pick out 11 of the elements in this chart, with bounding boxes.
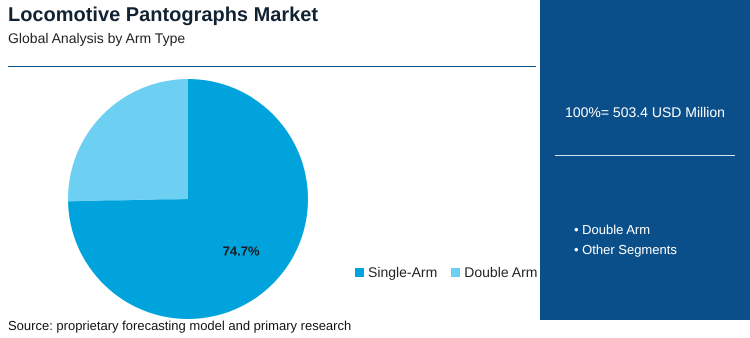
legend-label: Double Arm <box>463 264 538 280</box>
chart-title: Locomotive Pantographs Market <box>8 4 318 27</box>
text: • Double Arm <box>574 222 650 237</box>
pie-slice <box>68 79 308 319</box>
chart-subtitle: Global Analysis by Arm Type <box>8 30 186 46</box>
text: • Other Segments <box>574 242 677 257</box>
source-note: Source: proprietary forecasting model and primary research <box>8 318 352 333</box>
legend-label: Single-Arm <box>367 264 438 280</box>
pie-slice <box>68 79 188 202</box>
data-label: 74.7% <box>222 244 260 259</box>
text: 100%= 503.4 USD Million <box>564 104 726 120</box>
